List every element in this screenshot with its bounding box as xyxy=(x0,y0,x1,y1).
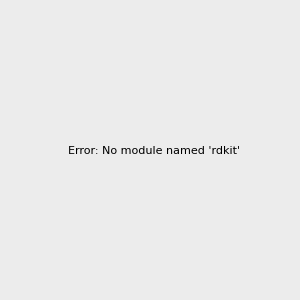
Text: Error: No module named 'rdkit': Error: No module named 'rdkit' xyxy=(68,146,240,157)
